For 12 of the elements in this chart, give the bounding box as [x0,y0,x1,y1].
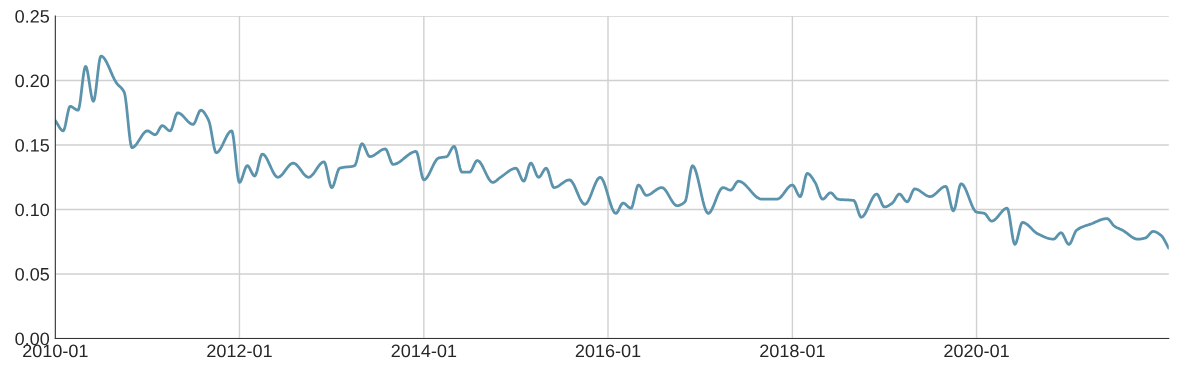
x-tick-label: 2010-01 [23,344,88,358]
x-tick-label: 2020-01 [944,344,1009,358]
y-tick-label: 0.15 [15,138,50,152]
y-tick-label: 0.00 [15,332,50,346]
y-tick-label: 0.20 [15,74,50,88]
x-tick-label: 2016-01 [575,344,641,358]
y-tick-label: 0.05 [15,267,50,281]
y-tick-label: 0.10 [15,203,50,217]
x-tick-label: 2014-01 [391,344,457,358]
x-tick-label: 2018-01 [760,344,825,358]
y-tick-label: 0.25 [15,10,50,23]
x-tick-label: 2012-01 [207,344,272,358]
